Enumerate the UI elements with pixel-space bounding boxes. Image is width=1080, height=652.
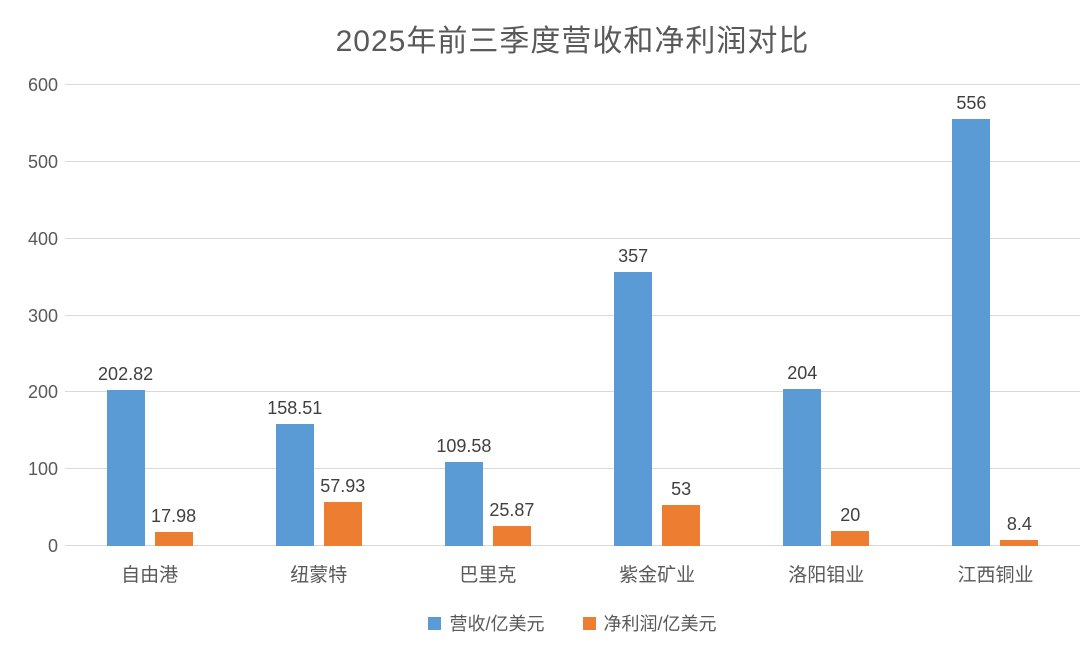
bar xyxy=(444,461,483,546)
bar-groups: 202.82 17.98 158.51 57.93 109.58 25.87 357 53 20… xyxy=(65,85,1080,546)
legend-label: 净利润/亿美元 xyxy=(603,614,717,634)
legend-swatch-icon xyxy=(582,616,596,630)
bar-data-label: 202.82 xyxy=(98,364,154,385)
y-tick-label: 300 xyxy=(27,305,58,326)
bar xyxy=(952,118,991,546)
legend: 营收/亿美元 净利润/亿美元 xyxy=(65,610,1080,636)
bar xyxy=(1000,539,1039,546)
bar-group: 357 53 xyxy=(573,85,742,546)
legend-item: 净利润/亿美元 xyxy=(582,610,717,636)
x-category-label: 洛阳钼业 xyxy=(788,565,865,586)
bar-data-label: 53 xyxy=(671,479,692,500)
bar-wrap: 204 xyxy=(783,363,822,546)
bar-wrap: 202.82 xyxy=(98,364,153,546)
bar xyxy=(323,501,362,546)
bar xyxy=(106,390,145,546)
y-tick-label: 400 xyxy=(27,228,58,249)
bar-data-label: 556 xyxy=(956,92,987,113)
bar-wrap: 109.58 xyxy=(436,436,491,546)
bar-wrap: 8.4 xyxy=(1000,514,1039,546)
y-tick-label: 500 xyxy=(27,151,58,172)
gridline-300 xyxy=(65,314,1080,316)
bar-wrap: 158.51 xyxy=(267,398,322,546)
plot-area: 202.82 17.98 158.51 57.93 109.58 25.87 357 53 20… xyxy=(65,84,1080,546)
bar xyxy=(154,532,193,546)
y-tick-label: 600 xyxy=(27,75,58,95)
gridline-400 xyxy=(65,237,1080,239)
bar xyxy=(662,505,701,546)
bar-data-label: 204 xyxy=(787,363,818,384)
bar xyxy=(783,389,822,546)
legend-label: 营收/亿美元 xyxy=(449,614,545,634)
legend-swatch-icon xyxy=(428,616,442,630)
x-category-label: 纽蒙特 xyxy=(290,565,348,586)
x-category-label: 江西铜业 xyxy=(957,565,1034,586)
bar xyxy=(275,424,314,546)
bar-group: 202.82 17.98 xyxy=(65,85,234,546)
gridline-500 xyxy=(65,160,1080,162)
bar xyxy=(614,271,653,546)
gridline-0 xyxy=(65,545,1080,546)
bar-wrap: 17.98 xyxy=(151,506,196,546)
y-tick-label: 0 xyxy=(47,536,58,556)
bar-group: 556 8.4 xyxy=(911,85,1080,546)
x-category-label: 巴里克 xyxy=(459,565,517,586)
bar-wrap: 53 xyxy=(662,479,701,546)
bar-wrap: 357 xyxy=(614,246,653,546)
bar-data-label: 8.4 xyxy=(1006,513,1032,534)
y-tick-label: 100 xyxy=(27,459,58,480)
bar-wrap: 20 xyxy=(831,505,870,546)
chart-title: 2025年前三季度营收和净利润对比 xyxy=(335,25,810,58)
gridline-600 xyxy=(65,84,1080,85)
legend-item: 营收/亿美元 xyxy=(428,610,545,636)
bar-data-label: 17.98 xyxy=(151,506,197,527)
bar-wrap: 25.87 xyxy=(489,500,534,546)
bar-group: 109.58 25.87 xyxy=(403,85,572,546)
x-category-label: 自由港 xyxy=(121,565,179,586)
bar-data-label: 57.93 xyxy=(320,475,366,496)
x-category-label: 紫金矿业 xyxy=(619,565,696,586)
gridline-100 xyxy=(65,468,1080,470)
bar-data-label: 357 xyxy=(618,245,649,266)
bar xyxy=(831,530,870,546)
bar-wrap: 57.93 xyxy=(320,476,365,546)
bar xyxy=(492,526,531,546)
bar-data-label: 158.51 xyxy=(267,398,323,419)
bar-wrap: 556 xyxy=(952,93,991,546)
x-axis: 自由港 纽蒙特 巴里克 紫金矿业 洛阳钼业 江西铜业 xyxy=(65,560,1080,587)
gridline-200 xyxy=(65,391,1080,393)
bar-data-label: 25.87 xyxy=(489,500,535,521)
bar-data-label: 20 xyxy=(840,504,861,525)
bar-group: 204 20 xyxy=(742,85,911,546)
bar-data-label: 109.58 xyxy=(436,435,492,456)
bar-group: 158.51 57.93 xyxy=(234,85,403,546)
y-tick-label: 200 xyxy=(27,382,58,403)
